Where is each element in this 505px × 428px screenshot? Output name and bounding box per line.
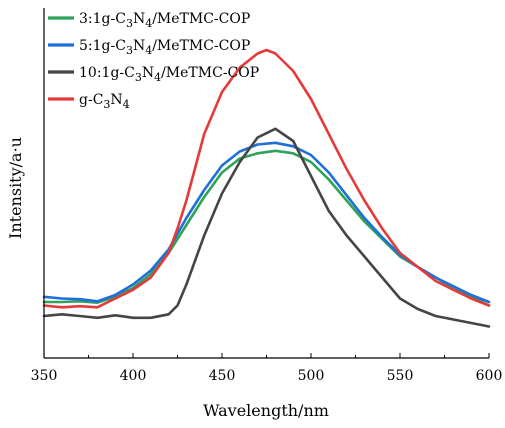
series-line-1: [42, 149, 491, 307]
legend-label-2: 5:1g-C3N4/MeTMC-COP: [79, 38, 250, 57]
legend-label-4: g-C3N4: [79, 92, 130, 111]
x-tick-label-500: 500: [298, 368, 325, 384]
y-axis-title: Intensity/a·u: [6, 137, 25, 239]
x-tick-label-400: 400: [120, 368, 147, 384]
x-tick-label-550: 550: [387, 368, 414, 384]
legend: 3:1g-C3N4/MeTMC-COP 5:1g-C3N4/MeTMC-COP 10…: [48, 11, 259, 111]
series-line-2: [42, 141, 491, 304]
x-tick-label-450: 450: [209, 368, 236, 384]
x-tick-label-350: 350: [31, 368, 58, 384]
series-line-3: [42, 127, 491, 328]
series-layer: [42, 48, 491, 328]
legend-label-1: 3:1g-C3N4/MeTMC-COP: [79, 11, 250, 30]
x-axis-title: Wavelength/nm: [203, 401, 329, 420]
series-line-4: [42, 48, 491, 309]
x-tick-label-600: 600: [476, 368, 503, 384]
axes-layer: 350 400 450 500 550 600: [31, 8, 503, 384]
legend-label-3: 10:1g-C3N4/MeTMC-COP: [79, 65, 259, 84]
